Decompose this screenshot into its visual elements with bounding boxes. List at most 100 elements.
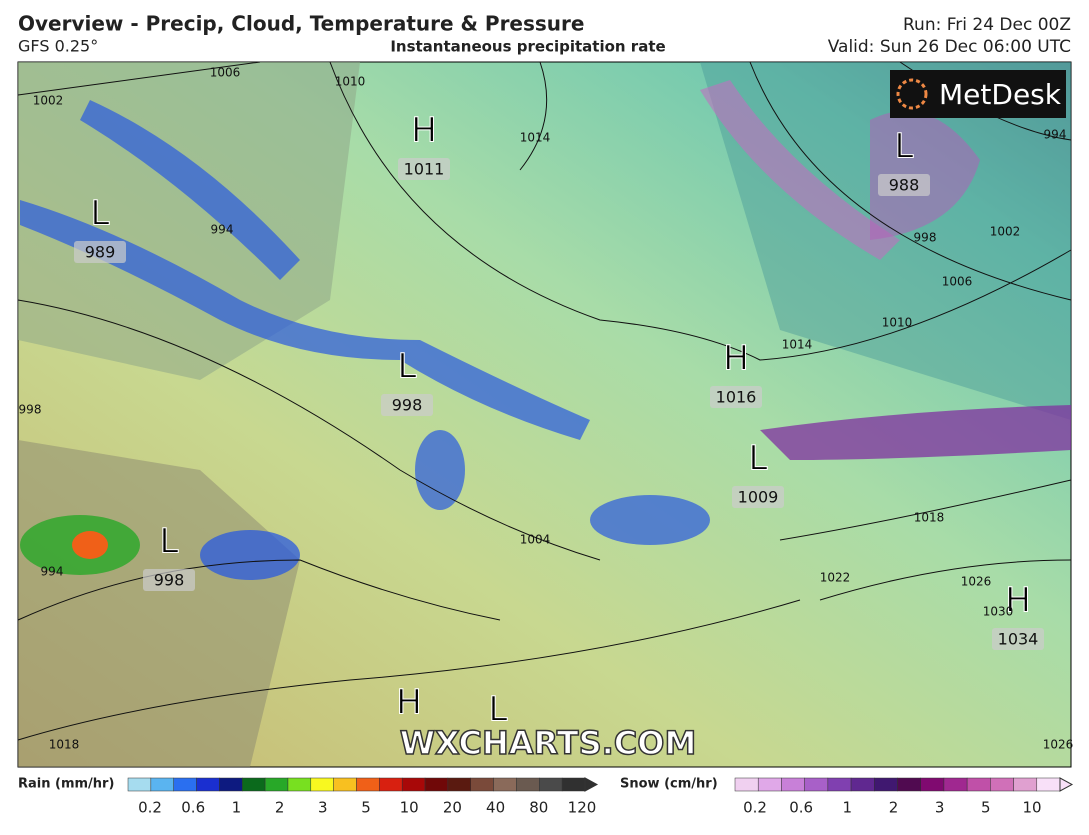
rain-swatch (424, 777, 449, 792)
rain-tick-label: 3 (318, 799, 328, 817)
rain-tick-label: 0.6 (181, 799, 205, 817)
model: GFS 0.25° (18, 37, 98, 56)
pressure-value: 1016 (716, 388, 757, 407)
pressure-value: 1009 (738, 488, 779, 507)
snow-swatch (734, 777, 759, 792)
rain-swatch (150, 777, 174, 792)
pressure-value: 1034 (998, 630, 1039, 649)
isobar-label: 998 (914, 231, 937, 245)
rain-swatch (401, 777, 426, 792)
rain-tick-label: 0.2 (138, 799, 162, 817)
isobar (749, 61, 1072, 301)
rain-swatch (470, 777, 494, 792)
snow-arrow (1059, 777, 1074, 792)
rain-swatch (379, 777, 403, 792)
isobars (17, 61, 1072, 741)
isobar (779, 479, 1072, 541)
snow-tick-label: 2 (889, 799, 899, 817)
isobar-label: 1010 (882, 316, 913, 330)
snow-tick-label: 1 (843, 799, 853, 817)
isobar-label: 1022 (820, 571, 851, 585)
pressure-center-kind: H (411, 111, 437, 151)
rain-band (80, 100, 300, 280)
pressure-value: 1011 (404, 160, 445, 179)
pressure-center-kind: H (723, 339, 749, 379)
isobar-label: 1018 (49, 738, 80, 752)
pressure-value-box (381, 394, 433, 416)
isobar-label: 1026 (961, 575, 992, 589)
logo: MetDesk (939, 78, 1062, 111)
isobar (819, 559, 1072, 601)
rain-swatch (447, 777, 471, 792)
pressure-value: 998 (392, 396, 423, 415)
pressure-center-kind: L (160, 522, 179, 562)
rain-band (20, 200, 590, 440)
pressure-center-kind: L (91, 194, 110, 234)
pressure-value: 989 (85, 243, 116, 262)
rain-swatch (264, 777, 289, 792)
snow-band (760, 405, 1071, 460)
rain-cell (72, 531, 108, 559)
rain-swatch (539, 777, 563, 792)
snow-tick-label: 5 (981, 799, 991, 817)
pressure-center-kind: L (749, 439, 768, 479)
isobar-label: 994 (211, 223, 234, 237)
run: Run: Fri 24 Dec 00Z (903, 15, 1071, 35)
rain-tick-label: 5 (361, 799, 371, 817)
rain-swatch (310, 777, 334, 792)
rain-swatch (242, 777, 266, 792)
snow-swatch (1036, 777, 1061, 792)
snow-swatch (897, 777, 921, 792)
snow-swatch (781, 777, 805, 792)
isobar-label: 1026 (1043, 738, 1074, 752)
pressure-value-box (398, 158, 450, 180)
rain-cell (590, 495, 710, 545)
rain-swatch (196, 777, 220, 792)
pressure-value-box (74, 241, 126, 263)
isobar-label: 998 (19, 403, 42, 417)
subtitle: Instantaneous precipitation rate (390, 38, 665, 56)
rain-swatch (561, 777, 586, 792)
logo-box (890, 70, 1066, 118)
pressure-value-box (992, 628, 1044, 650)
isobar-label: 1006 (210, 66, 241, 80)
cloud (18, 62, 360, 380)
isobar-label: 1018 (914, 511, 945, 525)
rain-swatch (356, 777, 380, 792)
pressure-center-kind: L (895, 127, 914, 167)
snow-swatch (827, 777, 852, 792)
isobar-label: 1004 (520, 533, 551, 547)
isobar-label: 994 (41, 565, 64, 579)
snow-swatch (1013, 777, 1038, 792)
rain-tick-label: 10 (400, 799, 419, 817)
isobar-label: 1010 (335, 75, 366, 89)
rain-cell (200, 530, 300, 580)
pressure-center-kind: H (1005, 581, 1031, 621)
snow-tick-label: 0.6 (789, 799, 813, 817)
isobar (17, 559, 501, 621)
pressure-value-box (878, 174, 930, 196)
snow-tick-label: 10 (1022, 799, 1041, 817)
watermark: WXCHARTS.COM (400, 724, 697, 762)
pressure-value: 988 (889, 176, 920, 195)
legend: Rain (mm/hr) Snow (cm/hr) 0.2 0.6 1 2 3 5 10 20… (18, 777, 1074, 817)
snow-tick-label: 3 (935, 799, 945, 817)
rain-tick-label: 120 (568, 799, 597, 817)
isobar-label: 1002 (33, 94, 64, 108)
rain-swatch (219, 777, 243, 792)
isobar-label: 994 (1044, 128, 1067, 142)
isobar-label: 1014 (520, 131, 551, 145)
pressure-center-kind: H (396, 683, 422, 723)
pressure-value-box (710, 386, 762, 408)
snow-swatch (943, 777, 968, 792)
rain-legend-label: Rain (mm/hr) (18, 777, 114, 792)
rain-tick-label: 40 (486, 799, 505, 817)
rain-swatch (287, 777, 312, 792)
snow-swatch (920, 777, 945, 792)
title: Overview - Precip, Cloud, Temperature & … (18, 12, 584, 36)
isobar-label: 1014 (782, 338, 813, 352)
pressure-center-kind: L (489, 690, 508, 730)
isobar (519, 61, 548, 171)
snow-swatch (850, 777, 875, 792)
